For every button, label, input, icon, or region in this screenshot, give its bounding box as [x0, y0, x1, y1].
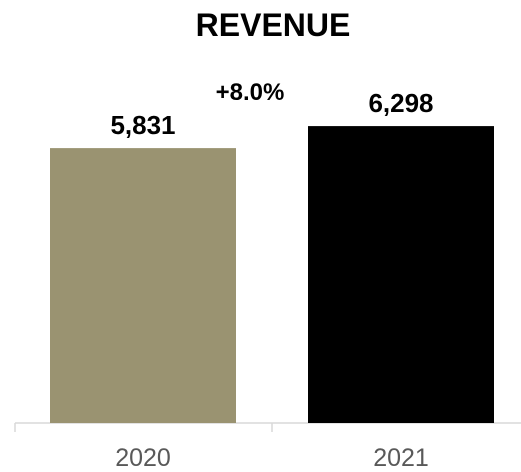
- chart-title: REVENUE: [196, 7, 351, 43]
- bars-group: 5,831 2020 6,298 2021: [50, 88, 494, 472]
- bar-2021: [308, 126, 494, 423]
- value-label-2020: 5,831: [110, 110, 175, 140]
- x-tick-label-2021: 2021: [373, 444, 429, 472]
- x-tick-label-2020: 2020: [115, 444, 171, 472]
- bar-2020: [50, 148, 236, 424]
- value-label-2021: 6,298: [368, 88, 433, 118]
- growth-annotation: +8.0%: [216, 79, 285, 106]
